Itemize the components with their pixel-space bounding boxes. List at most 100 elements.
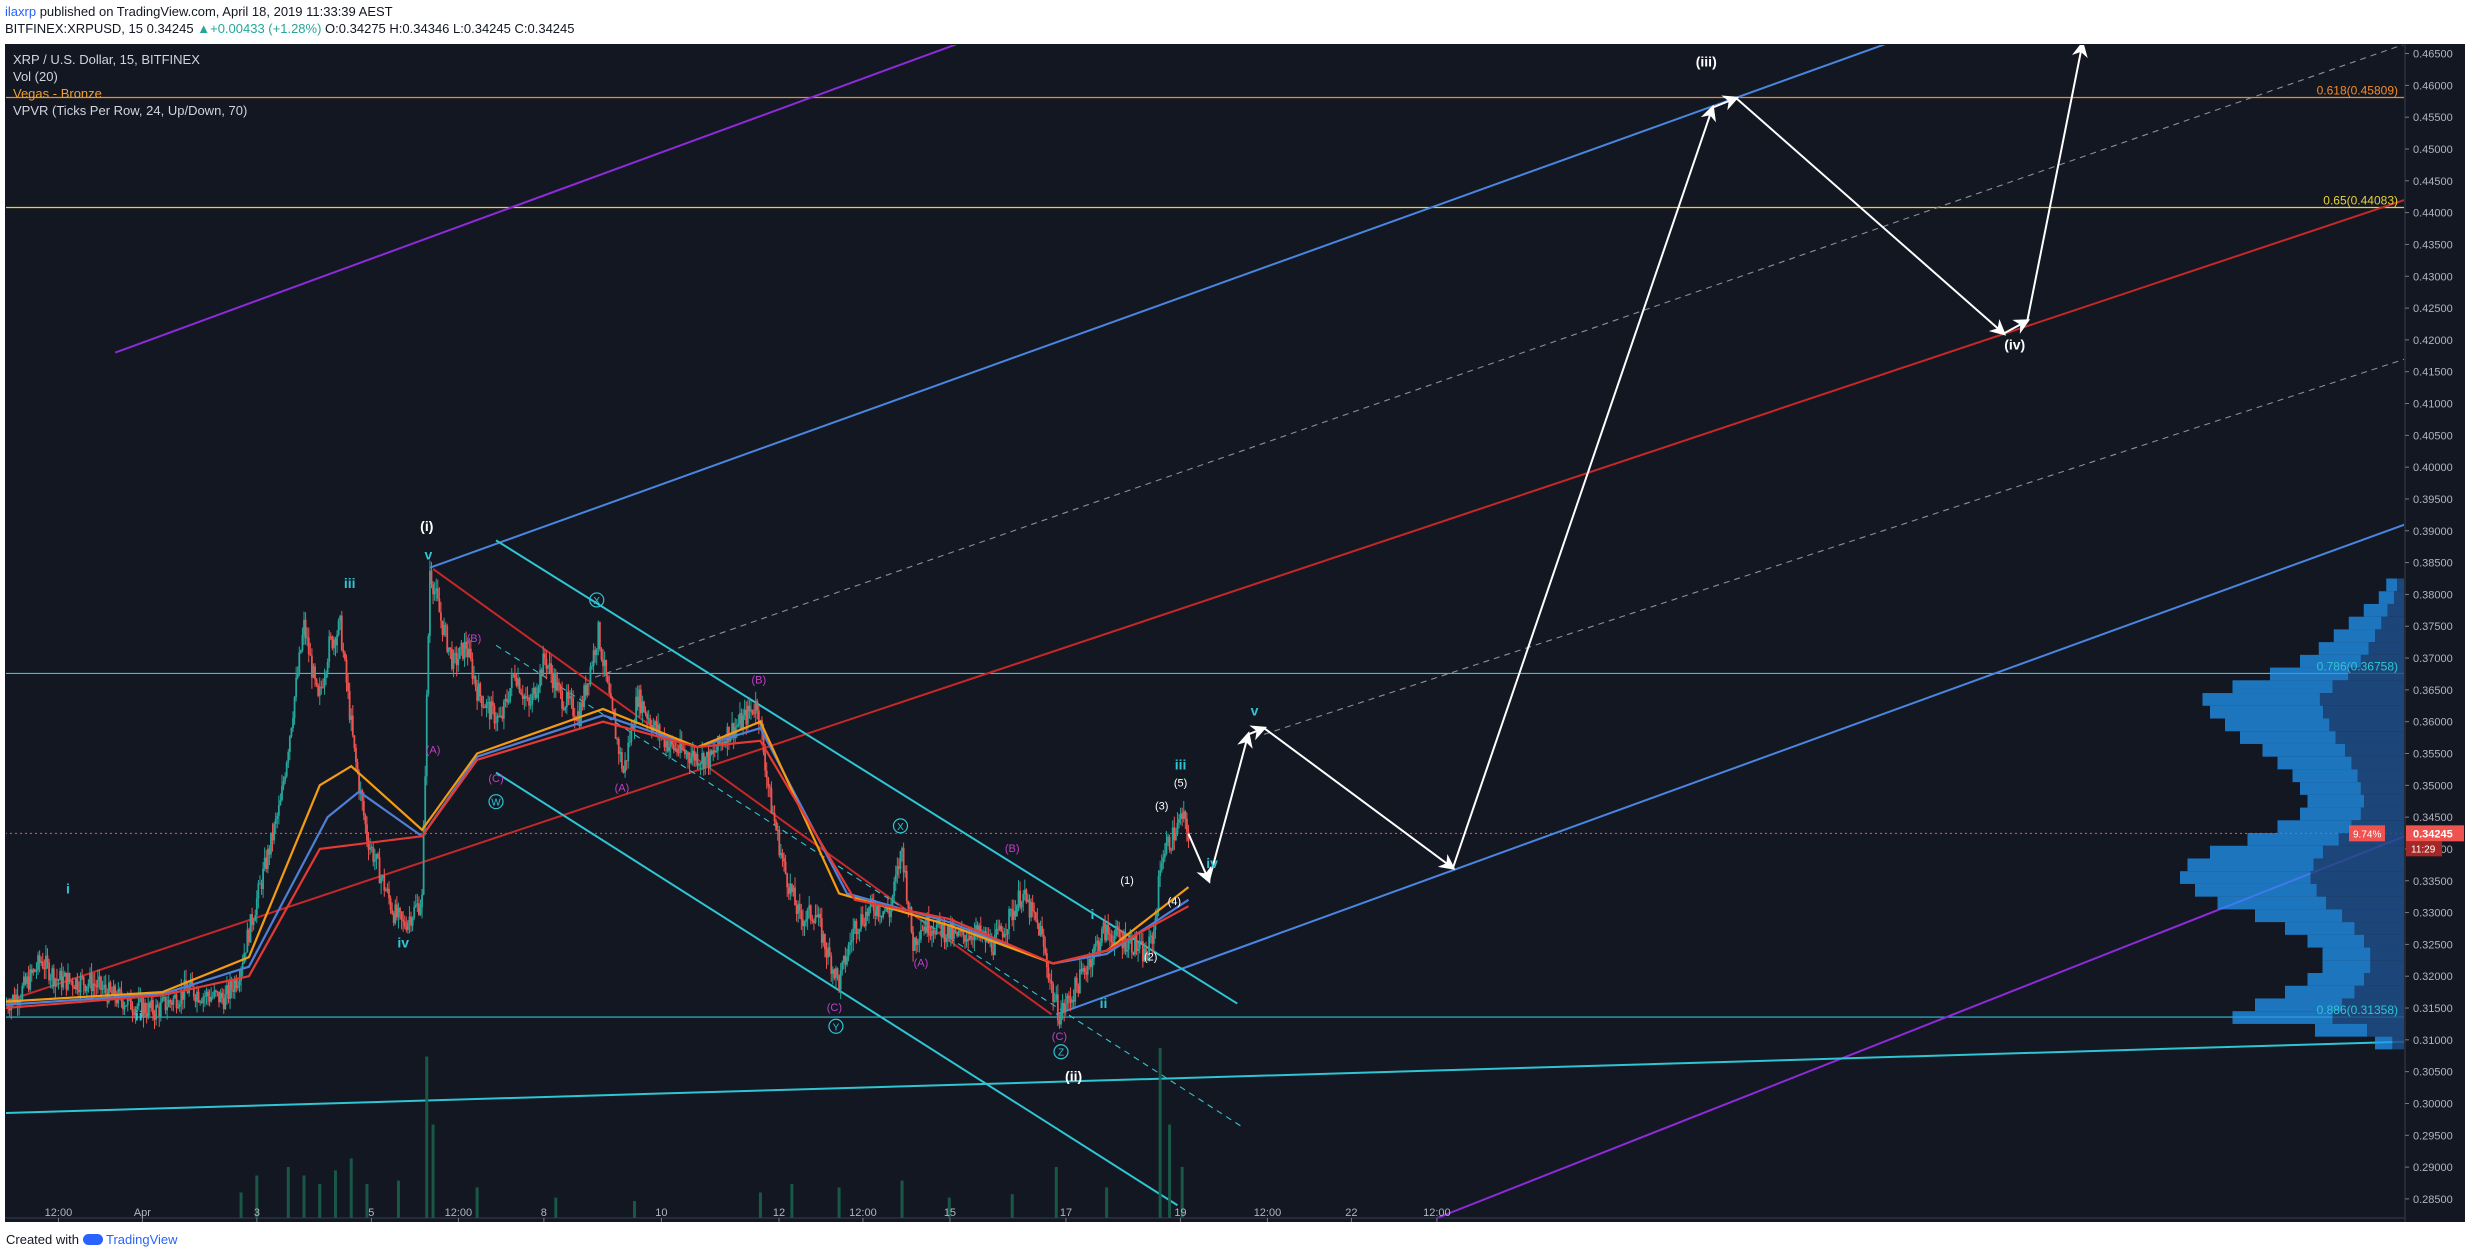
candle-body	[931, 930, 933, 936]
projection-arrow[interactable]	[1263, 727, 1456, 870]
candle-body	[479, 683, 482, 697]
legend-title[interactable]: XRP / U.S. Dollar, 15, BITFINEX	[13, 52, 200, 67]
projection-arrow[interactable]	[1712, 95, 1740, 111]
wave-circle	[488, 794, 504, 810]
candle-body	[274, 818, 277, 825]
volume-bar	[837, 1187, 841, 1218]
candle-body	[1138, 941, 1141, 949]
candle-body	[688, 758, 691, 763]
projection-arrow[interactable]	[1187, 833, 1212, 884]
candle-body	[85, 986, 88, 992]
blue-lower-dashed-line[interactable]	[1263, 358, 2405, 735]
candle-body	[457, 658, 460, 666]
price-tick-label: 0.42500	[2413, 303, 2453, 315]
projection-arrow[interactable]	[1451, 104, 1716, 869]
projection-arrow[interactable]	[1207, 731, 1253, 882]
wave-label: ii	[1100, 995, 1108, 1011]
tradingview-brand[interactable]: TradingView	[82, 1232, 178, 1247]
candle-body	[328, 636, 331, 662]
vpvr-up-row	[2232, 680, 2333, 694]
candle-body	[536, 693, 538, 699]
cyan-upper-channel-line[interactable]	[495, 539, 1238, 1005]
candle-body	[663, 735, 666, 748]
ma-orange-line[interactable]	[5, 707, 1190, 1003]
candle-body	[74, 978, 77, 990]
candle-body	[710, 750, 713, 755]
candle-body	[997, 929, 999, 931]
candle-body	[520, 692, 523, 695]
time-tick-label: 15	[944, 1207, 956, 1219]
projection-arrow[interactable]	[2026, 44, 2088, 321]
candle-body	[194, 996, 197, 1002]
price-chart[interactable]: (i)viiiiviii(A)(B)(C)WX(A)(B)(C)YX(A)(B)…	[5, 44, 2465, 1222]
projection-arrow[interactable]	[1735, 97, 2007, 336]
candle-body	[350, 715, 353, 721]
candle-body	[1115, 926, 1117, 936]
candle-body	[1168, 836, 1171, 850]
vpvr-up-row	[2270, 667, 2349, 681]
candle-body	[949, 923, 952, 939]
candle-body	[835, 968, 837, 979]
candle-body	[592, 650, 595, 666]
legend-vpvr[interactable]: VPVR (Ticks Per Row, 24, Up/Down, 70)	[13, 103, 248, 118]
candle-body	[687, 752, 689, 759]
price-change: +0.00433 (+1.28%)	[210, 21, 322, 36]
candle-body	[1118, 929, 1121, 937]
vpvr-up-row	[2285, 985, 2355, 999]
candle-body	[786, 873, 789, 888]
candle-body	[880, 915, 883, 918]
cyan-base-line[interactable]	[5, 1040, 2405, 1114]
candle-body	[26, 976, 28, 984]
wave-label: ii	[135, 1008, 143, 1024]
candle-body	[246, 929, 249, 953]
ma-red-line[interactable]	[5, 720, 1190, 1010]
purple-upper-line[interactable]	[114, 44, 958, 354]
candle-body	[241, 962, 244, 970]
red-correction-line[interactable]	[432, 568, 1053, 1016]
legend-volume[interactable]: Vol (20)	[13, 69, 58, 84]
candle-body	[314, 666, 316, 680]
candle-body	[517, 678, 519, 686]
upper-blue-channel-line[interactable]	[429, 44, 1886, 569]
candle-body	[669, 740, 672, 747]
price-tick-label: 0.46000	[2413, 80, 2453, 92]
blue-median-dashed-line[interactable]	[594, 44, 2405, 678]
candle-body	[1107, 924, 1110, 934]
candle-body	[581, 702, 584, 707]
projection-arrow[interactable]	[2003, 319, 2031, 335]
candle-body	[1085, 972, 1088, 975]
vpvr-up-row	[2202, 693, 2320, 706]
lower-blue-channel-line[interactable]	[1055, 523, 2405, 1016]
author-link[interactable]: ilaxrp	[5, 4, 37, 19]
candle-body	[425, 694, 428, 777]
candle-body	[1039, 926, 1042, 936]
candle-body	[444, 624, 447, 627]
candle-body	[564, 707, 567, 710]
wave-circle	[828, 1018, 844, 1034]
candle-body	[92, 983, 95, 992]
price-axis[interactable]: 0.46500 0.46000 0.45500 0.45000 0.44500 0.440…	[2405, 49, 2464, 1206]
vpvr-percent-label: 9.74%	[2353, 829, 2381, 840]
candle-body	[959, 930, 962, 932]
candle-body	[79, 976, 82, 993]
candle-body	[356, 762, 359, 773]
vpvr-up-row	[2232, 1011, 2333, 1024]
candle-body	[1001, 931, 1004, 938]
projection-arrow[interactable]	[1247, 725, 1267, 741]
candle-body	[38, 955, 41, 963]
plot-area[interactable]: (i)viiiiviii(A)(B)(C)WX(A)(B)(C)YX(A)(B)…	[5, 44, 2405, 1219]
time-axis[interactable]: 12:00 Apr 3 5 12:00 8 10 12 12:00 15 17 19 12:00 22 12…	[45, 1207, 1451, 1222]
tradingview-brand-label: TradingView	[105, 1232, 178, 1247]
candle-body	[723, 741, 726, 745]
candle-body	[406, 922, 409, 930]
candle-body	[680, 739, 683, 750]
legend-vegas[interactable]: Vegas - Bronze	[13, 86, 102, 101]
candle-body	[96, 980, 99, 988]
candle-body	[381, 875, 384, 878]
candle-body	[745, 709, 748, 725]
cyan-lower-channel-line[interactable]	[495, 771, 1178, 1207]
candle-body	[167, 1000, 170, 1007]
wave-label: (A)	[426, 744, 441, 756]
candle-body	[263, 857, 266, 869]
vpvr-up-row	[2300, 807, 2361, 821]
